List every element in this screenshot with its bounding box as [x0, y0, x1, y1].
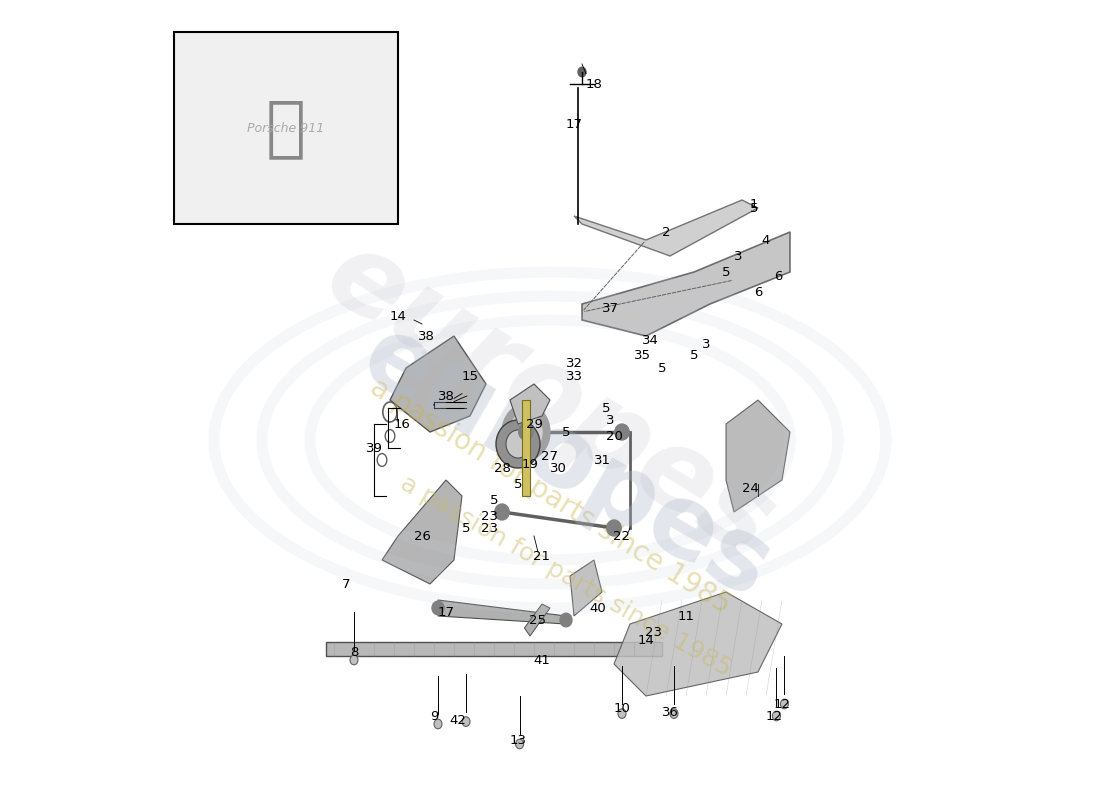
Text: 25: 25 [529, 614, 547, 626]
Text: 39: 39 [365, 442, 383, 454]
Text: 🚗: 🚗 [266, 95, 306, 161]
Text: 17: 17 [438, 606, 454, 618]
Ellipse shape [350, 655, 358, 665]
Text: 6: 6 [754, 286, 762, 298]
Text: 23: 23 [482, 522, 498, 534]
Polygon shape [574, 200, 758, 256]
Text: 30: 30 [550, 462, 566, 474]
Ellipse shape [560, 613, 572, 627]
Text: 21: 21 [534, 550, 550, 562]
Text: 5: 5 [562, 426, 570, 438]
Text: 5: 5 [462, 522, 471, 534]
Text: 4: 4 [762, 234, 770, 246]
Ellipse shape [432, 602, 444, 614]
Text: 5: 5 [602, 402, 610, 414]
Text: europes: europes [344, 308, 788, 620]
Text: 24: 24 [741, 482, 758, 494]
Text: 14: 14 [389, 310, 406, 322]
Polygon shape [582, 232, 790, 336]
Ellipse shape [502, 404, 550, 460]
Text: a passion for parts since 1985: a passion for parts since 1985 [396, 471, 736, 681]
Text: 2: 2 [662, 226, 670, 238]
Text: 3: 3 [702, 338, 711, 350]
Polygon shape [726, 400, 790, 512]
Ellipse shape [519, 424, 534, 440]
Text: 5: 5 [514, 478, 522, 490]
Text: 32: 32 [565, 358, 583, 370]
Polygon shape [382, 480, 462, 584]
Text: 12: 12 [766, 710, 782, 722]
Ellipse shape [434, 719, 442, 729]
Text: 23: 23 [482, 510, 498, 522]
Ellipse shape [618, 709, 626, 718]
Text: 7: 7 [342, 578, 350, 590]
Polygon shape [525, 604, 550, 636]
Text: 5: 5 [490, 494, 498, 506]
Ellipse shape [495, 504, 509, 520]
Text: 35: 35 [634, 350, 650, 362]
Text: 18: 18 [585, 78, 603, 90]
Text: 34: 34 [641, 334, 659, 346]
Text: 36: 36 [661, 706, 679, 718]
Text: 8: 8 [350, 646, 359, 658]
Ellipse shape [615, 424, 629, 440]
Ellipse shape [462, 717, 470, 726]
Bar [174, 32, 398, 224]
Ellipse shape [496, 420, 540, 468]
Text: Porsche 911: Porsche 911 [248, 122, 324, 134]
Text: europes: europes [307, 220, 793, 580]
Ellipse shape [772, 711, 780, 721]
Text: 37: 37 [602, 302, 618, 314]
Text: a passion for parts since 1985: a passion for parts since 1985 [365, 373, 735, 619]
Text: 40: 40 [590, 602, 606, 614]
Text: 11: 11 [678, 610, 694, 622]
Polygon shape [614, 592, 782, 696]
Text: 38: 38 [418, 330, 434, 342]
Ellipse shape [780, 699, 789, 709]
Text: 14: 14 [638, 634, 654, 646]
Polygon shape [510, 384, 550, 424]
Bar [522, 400, 530, 496]
Polygon shape [438, 600, 566, 624]
Polygon shape [390, 336, 486, 432]
Ellipse shape [670, 709, 678, 718]
Text: 5: 5 [690, 350, 698, 362]
Text: 19: 19 [521, 458, 538, 470]
Text: 31: 31 [594, 454, 610, 466]
Text: 12: 12 [773, 698, 791, 710]
Text: 5: 5 [722, 266, 730, 278]
Text: 28: 28 [494, 462, 510, 474]
Ellipse shape [506, 430, 530, 458]
Text: 6: 6 [773, 270, 782, 282]
Ellipse shape [516, 739, 524, 749]
Text: 9: 9 [430, 710, 438, 722]
Bar [326, 642, 662, 656]
Polygon shape [570, 560, 602, 616]
Text: 17: 17 [565, 118, 583, 130]
Text: 33: 33 [565, 370, 583, 382]
Text: 29: 29 [526, 418, 542, 430]
Ellipse shape [578, 67, 586, 77]
Text: 41: 41 [534, 654, 550, 666]
Text: 13: 13 [509, 734, 527, 746]
Text: 5: 5 [750, 202, 758, 214]
Text: 23: 23 [646, 626, 662, 638]
Text: 22: 22 [614, 530, 630, 542]
Ellipse shape [607, 520, 621, 536]
Text: 42: 42 [450, 714, 466, 726]
Text: 10: 10 [614, 702, 630, 714]
Text: 5: 5 [658, 362, 667, 374]
Text: 1: 1 [750, 198, 758, 210]
Text: 15: 15 [462, 370, 478, 382]
Text: 16: 16 [394, 418, 410, 430]
Text: 26: 26 [414, 530, 430, 542]
Text: 27: 27 [541, 450, 559, 462]
Text: 20: 20 [606, 430, 623, 442]
Text: 3: 3 [606, 414, 614, 426]
Text: 3: 3 [734, 250, 742, 262]
Text: 38: 38 [438, 390, 454, 402]
Ellipse shape [510, 412, 542, 452]
